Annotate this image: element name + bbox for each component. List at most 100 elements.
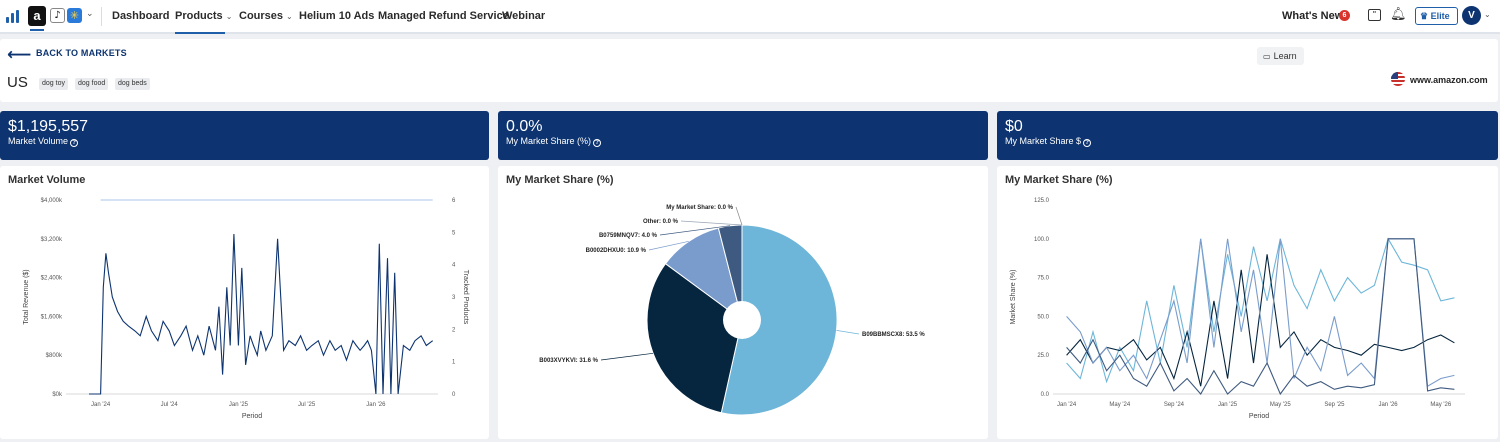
- bottom-strip: [0, 442, 1500, 447]
- y-tick-label: $4,000k: [41, 198, 63, 204]
- nav-helium10-ads[interactable]: Helium 10 Ads: [299, 10, 375, 22]
- y-tick-label: 25.0: [1037, 353, 1049, 359]
- y-tick-label: $1,600k: [41, 314, 63, 320]
- nav-products[interactable]: Products ⌄: [175, 10, 233, 22]
- market-share-trend-chart: 0.0 25.0 50.0 75.0 100.0 125.0 Jan '24 May '24 S…: [1010, 198, 1465, 420]
- y2-tick-label: 1: [452, 360, 456, 366]
- us-flag-icon: [1391, 72, 1405, 86]
- keyword-tag: dog toy: [39, 78, 68, 90]
- nav-dashboard[interactable]: Dashboard: [112, 10, 170, 22]
- keyword-tag: dog food: [75, 78, 109, 90]
- x-tick-label: Jul '24: [161, 402, 179, 408]
- market-share-pie-panel: My Market Share (%) B09BBMSCX8: 53.5 % B0…: [498, 166, 988, 439]
- feedback-icon[interactable]: ": [1368, 9, 1381, 21]
- y-tick-label: 100.0: [1034, 237, 1050, 243]
- y-tick-label: 50.0: [1037, 314, 1049, 320]
- back-arrow-icon[interactable]: ⟵: [7, 45, 32, 65]
- pie-label: B0759MNQV7: 4.0 %: [599, 233, 658, 239]
- stat-value: $0: [1005, 118, 1023, 135]
- x-tick-label: Jan '26: [366, 402, 386, 408]
- x-tick-label: Jul '25: [298, 402, 316, 408]
- pie-label: Other: 0.0 %: [643, 219, 679, 225]
- help-icon[interactable]: ?: [1083, 139, 1092, 147]
- bell-icon[interactable]: 🔔︎: [1390, 7, 1407, 22]
- tiktok-tool-icon[interactable]: ♪: [50, 8, 65, 23]
- x-tick-label: Jan '25: [1218, 402, 1238, 408]
- market-name: US: [7, 74, 28, 91]
- active-tool-indicator: [30, 29, 44, 31]
- walmart-tool-icon[interactable]: ✳: [67, 8, 82, 23]
- x-tick-label: May '26: [1430, 402, 1451, 408]
- market-share-trend-panel: My Market Share (%) 0.0 25.0 50.0 75.0 100.0…: [997, 166, 1498, 439]
- x-axis-title: Period: [242, 413, 262, 420]
- chevron-down-icon[interactable]: ⌄: [1484, 10, 1491, 19]
- whats-new-link[interactable]: What's New: [1282, 10, 1344, 22]
- stat-card-market-volume: $1,195,557 Market Volume?: [0, 111, 489, 160]
- stat-label: My Market Share (%)?: [506, 136, 602, 147]
- y-tick-label: $3,200k: [41, 237, 63, 243]
- nav-courses[interactable]: Courses ⌄: [239, 10, 293, 22]
- keyword-tag: dog beds: [115, 78, 150, 90]
- y2-tick-label: 0: [452, 392, 456, 398]
- chevron-down-icon: ⌄: [286, 12, 293, 21]
- chart-title: My Market Share (%): [1005, 174, 1113, 186]
- x-tick-label: Jan '26: [1378, 402, 1398, 408]
- apps-grid-icon[interactable]: [6, 10, 20, 23]
- series-line-0: [89, 233, 434, 395]
- market-volume-chart: $0k $800k $1,600k $2,400k $3,200k $4,000k 0 1 2 3…: [23, 198, 469, 420]
- chart-title: Market Volume: [8, 174, 86, 186]
- y-axis-title: Market Share (%): [1010, 270, 1017, 325]
- x-tick-label: Jan '24: [1057, 402, 1077, 408]
- market-volume-panel: Market Volume $0k $800k $1,600k $2,400k $3,2…: [0, 166, 489, 439]
- pie-label: B09BBMSCX8: 53.5 %: [862, 332, 925, 338]
- help-icon[interactable]: ?: [70, 139, 79, 147]
- user-avatar[interactable]: V: [1462, 6, 1481, 25]
- y-tick-label: 75.0: [1037, 276, 1049, 282]
- y-tick-label: 0.0: [1041, 392, 1050, 398]
- y2-tick-label: 3: [452, 295, 456, 301]
- y-tick-label: 125.0: [1034, 198, 1050, 204]
- x-axis-title: Period: [1249, 413, 1269, 420]
- video-camera-icon: ▭: [1263, 52, 1271, 61]
- chevron-down-icon: ⌄: [225, 12, 233, 21]
- pie-slice-2: [664, 227, 743, 322]
- y2-tick-label: 6: [452, 198, 456, 204]
- y-tick-label: $0k: [52, 392, 63, 398]
- x-tick-label: May '25: [1270, 402, 1291, 408]
- x-tick-label: Jan '25: [229, 402, 249, 408]
- y-axis-title: Total Revenue ($): [23, 269, 30, 324]
- crown-icon: ♛: [1420, 11, 1429, 21]
- stat-label: My Market Share $?: [1005, 136, 1092, 147]
- nav-managed-refund-service[interactable]: Managed Refund Service: [378, 10, 509, 22]
- x-tick-label: Sep '25: [1324, 402, 1345, 408]
- help-icon[interactable]: ?: [593, 139, 602, 147]
- pie-leader-line: [600, 352, 654, 361]
- amazon-tool-icon[interactable]: a: [28, 6, 46, 26]
- pie-label: My Market Share: 0.0 %: [666, 205, 733, 211]
- y2-axis-title: Tracked Products: [462, 270, 469, 325]
- stat-value: $1,195,557: [8, 118, 89, 135]
- nav-webinar[interactable]: Webinar: [502, 10, 546, 22]
- series-line-1: [1066, 254, 1455, 387]
- pie-label: B003XVYKVI: 31.6 %: [539, 358, 598, 364]
- y-tick-label: $2,400k: [41, 276, 63, 282]
- elite-plan-button[interactable]: ♛ Elite: [1415, 7, 1458, 25]
- pie-leader-line: [659, 225, 731, 236]
- notification-count-badge: 6: [1339, 10, 1350, 21]
- stat-label: Market Volume?: [8, 136, 79, 147]
- pie-leader-line: [648, 240, 689, 251]
- market-header: ⟵ BACK TO MARKETS US dog toy dog food do…: [0, 39, 1498, 102]
- marketplace-domain: www.amazon.com: [1410, 75, 1488, 85]
- chart-title: My Market Share (%): [506, 174, 614, 186]
- stat-card-market-share-dollar: $0 My Market Share $?: [997, 111, 1498, 160]
- learn-button[interactable]: ▭ Learn: [1257, 47, 1304, 65]
- pie-hole: [723, 301, 761, 339]
- tool-switcher-chevron-icon[interactable]: ⌄: [86, 9, 94, 19]
- y2-tick-label: 5: [452, 230, 456, 236]
- pie-label: B0002DHXU0: 10.9 %: [586, 248, 647, 254]
- y2-tick-label: 2: [452, 327, 456, 333]
- back-to-markets-link[interactable]: BACK TO MARKETS: [36, 48, 127, 58]
- y-tick-label: $800k: [46, 353, 63, 359]
- pie-leader-line: [836, 330, 860, 335]
- market-share-pie-chart: B09BBMSCX8: 53.5 % B003XVYKVI: 31.6 % B000…: [539, 205, 925, 416]
